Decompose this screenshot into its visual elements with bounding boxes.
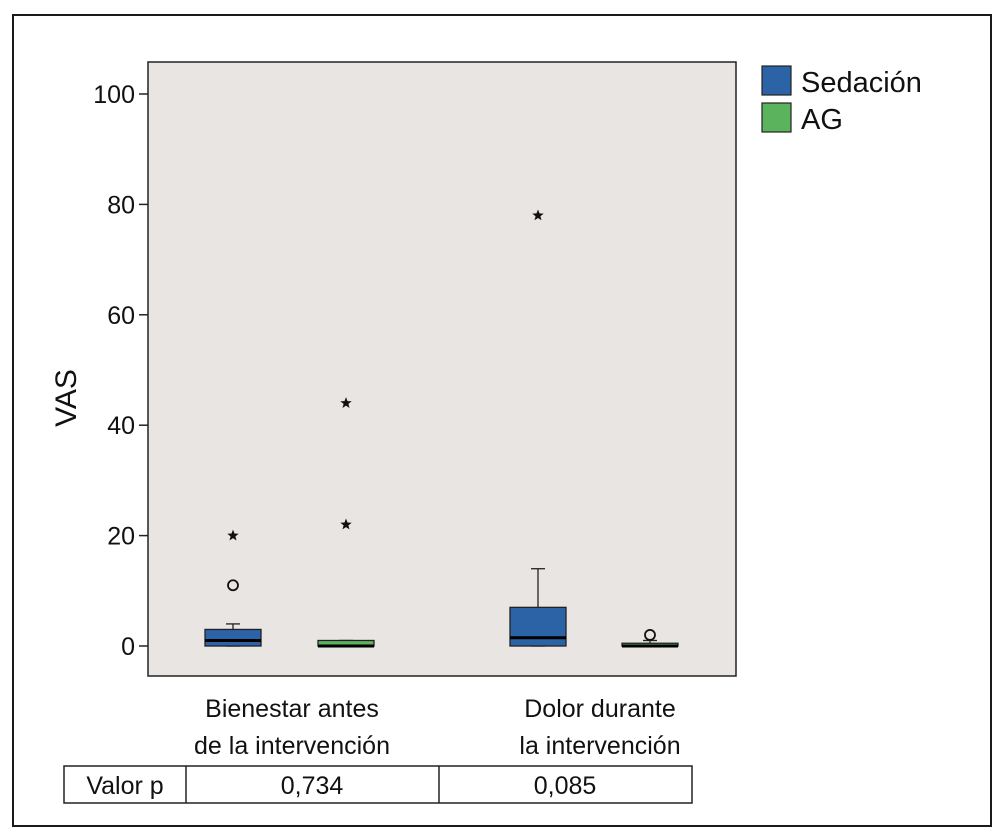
x-axis-labels: Bienestar antes de la intervención Dolor d… <box>194 695 681 760</box>
outlier-star-1 <box>227 529 239 541</box>
box-1-0 <box>317 397 375 648</box>
table-outline <box>63 765 693 804</box>
box-body <box>204 628 262 647</box>
y-tick-label-40: 40 <box>107 412 135 440</box>
box-0-0 <box>204 529 262 647</box>
legend-label-sedacion: Sedación <box>801 67 922 99</box>
outlier-circle-0 <box>227 579 239 592</box>
legend-swatch-ag <box>761 102 792 133</box>
legend-swatch-sedacion <box>761 65 792 96</box>
y-tick-label-100: 100 <box>93 81 135 109</box>
boxes-group <box>204 209 679 648</box>
y-axis-title: VAS <box>50 369 83 427</box>
box-1-1 <box>621 629 679 648</box>
table-p-value-1: 0,734 <box>281 772 344 800</box>
outlier-star-0 <box>532 209 544 221</box>
y-tick-label-60: 60 <box>107 302 135 330</box>
plot-area <box>147 61 737 677</box>
box-body <box>509 606 567 647</box>
category-label-1-0: Dolor durante <box>524 695 675 723</box>
box-0-1 <box>509 209 567 647</box>
outlier-star-0 <box>340 518 352 530</box>
outlier-star-1 <box>340 397 352 408</box>
category-label-0-0: Bienestar antes <box>205 695 379 723</box>
y-tick-label-0: 0 <box>121 633 135 661</box>
figure-frame <box>12 14 992 827</box>
y-axis: 0 20 40 60 80 100 <box>93 81 148 661</box>
y-tick-label-80: 80 <box>107 191 135 219</box>
legend-label-ag: AG <box>801 104 843 136</box>
legend: Sedación AG <box>761 65 922 136</box>
y-tick-label-20: 20 <box>107 523 135 551</box>
table-row-label: Valor p <box>86 772 163 800</box>
p-value-table: Valor p 0,734 0,085 <box>63 765 693 804</box>
category-label-1-1: la intervención <box>519 732 680 760</box>
table-p-value-2: 0,085 <box>534 772 597 800</box>
category-label-0-1: de la intervención <box>194 732 390 760</box>
outlier-circle-0 <box>644 629 656 641</box>
